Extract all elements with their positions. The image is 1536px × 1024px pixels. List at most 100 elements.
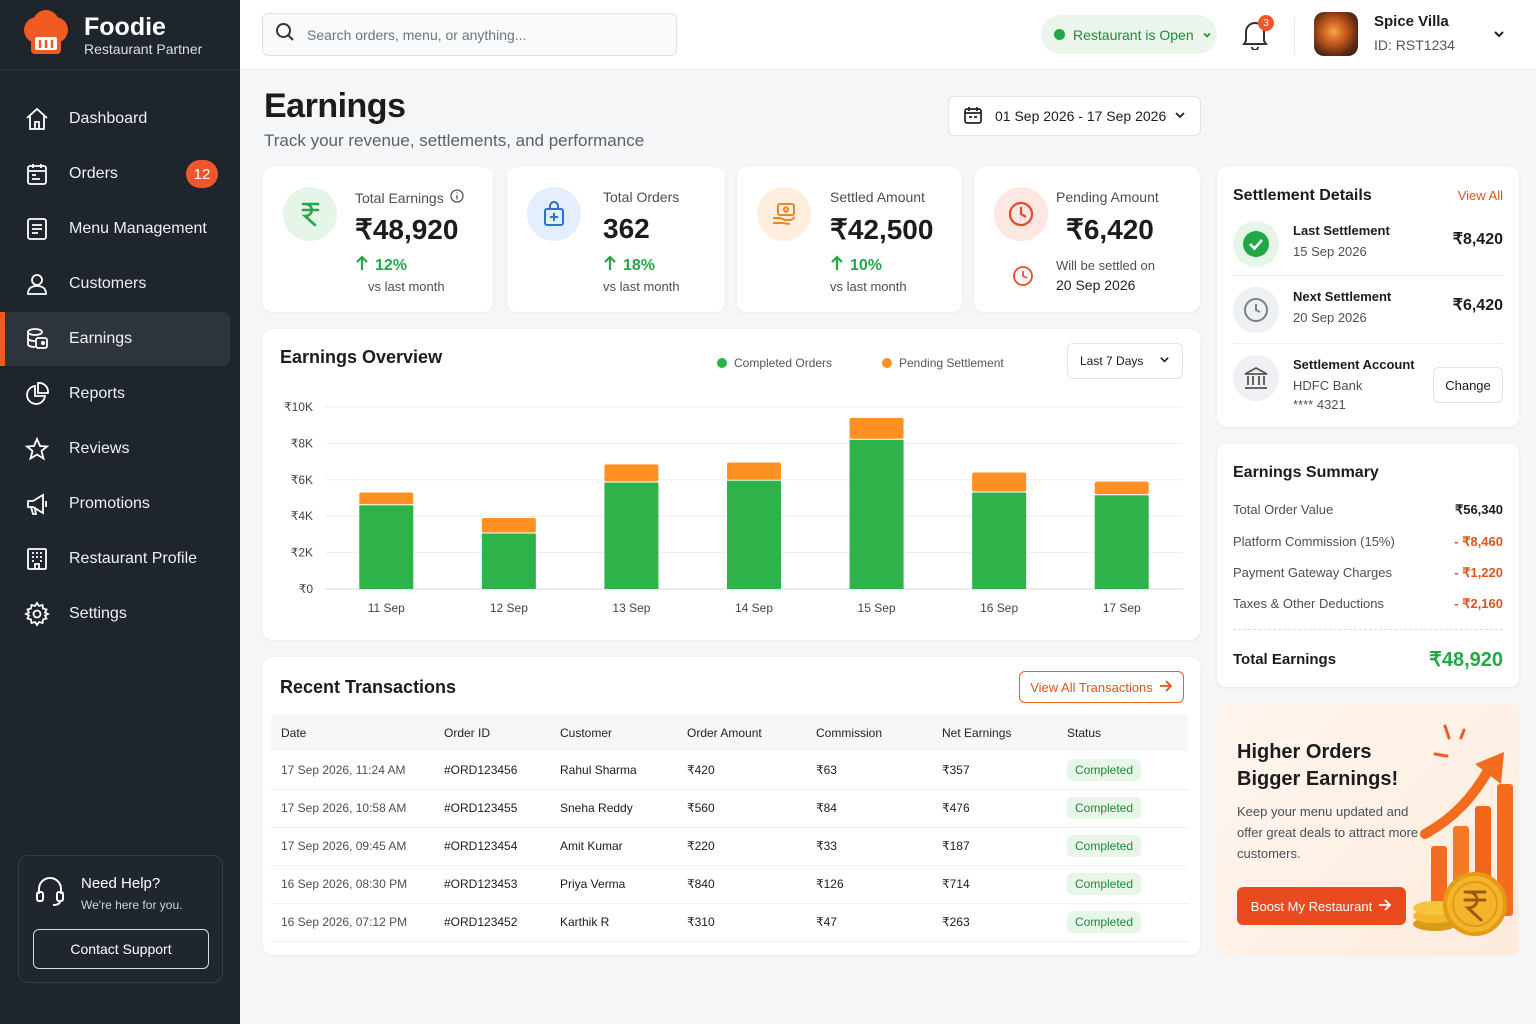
bar-pending xyxy=(359,492,414,505)
table-cell: Priya Verma xyxy=(550,865,677,904)
restaurant-avatar[interactable] xyxy=(1314,12,1358,56)
table-row[interactable]: 17 Sep 2026, 10:58 AM #ORD123455 Sneha Red… xyxy=(271,789,1188,828)
y-tick-label: ₹2K xyxy=(291,546,313,560)
rupee-icon xyxy=(283,187,337,241)
date-range-label: 01 Sep 2026 - 17 Sep 2026 xyxy=(995,108,1167,124)
table-cell: #ORD123454 xyxy=(434,827,550,866)
status-badge: Completed xyxy=(1067,758,1142,781)
legend-dot-icon xyxy=(717,358,727,368)
sidebar-item-dashboard[interactable]: Dashboard xyxy=(0,92,230,146)
column-header[interactable]: Commission xyxy=(806,715,932,751)
orders-count-badge: 12 xyxy=(186,160,218,188)
status-cell: Completed xyxy=(1057,903,1188,942)
status-cell: Completed xyxy=(1057,751,1188,790)
home-icon xyxy=(24,106,50,132)
sidebar-item-orders[interactable]: Orders 12 xyxy=(0,147,230,201)
clock-icon xyxy=(994,187,1048,241)
table-cell: Rahul Sharma xyxy=(550,751,677,790)
date-range-picker[interactable]: 01 Sep 2026 - 17 Sep 2026 xyxy=(948,96,1201,136)
calendar-icon xyxy=(963,105,983,128)
sidebar-item-reviews[interactable]: Reviews xyxy=(0,422,230,476)
legend-completed: Completed Orders xyxy=(717,356,832,370)
restaurant-status-toggle[interactable]: Restaurant is Open xyxy=(1041,15,1217,54)
stat-card-total-earnings: Total Earnings ₹48,920 12% vs last month xyxy=(263,167,493,312)
column-header[interactable]: Order ID xyxy=(434,715,550,751)
user-icon xyxy=(24,271,50,297)
promo-title: Higher Orders Bigger Earnings! xyxy=(1237,741,1399,790)
column-header[interactable]: Customer xyxy=(550,715,677,751)
bank-icon xyxy=(1233,355,1279,401)
status-badge: Completed xyxy=(1067,911,1142,933)
cash-hand-icon xyxy=(757,187,811,241)
sidebar-item-label: Earnings xyxy=(69,330,133,347)
legend-pending: Pending Settlement xyxy=(882,356,1004,370)
status-cell: Completed xyxy=(1057,865,1188,904)
profile-chevron-down-icon[interactable] xyxy=(1492,27,1506,46)
table-row[interactable]: 17 Sep 2026, 11:24 AM #ORD123456 Rahul Sha… xyxy=(271,751,1188,790)
table-cell: ₹263 xyxy=(932,903,1057,942)
sidebar-item-promotions[interactable]: Promotions xyxy=(0,477,230,531)
bar-completed xyxy=(972,492,1027,589)
chef-hat-logo-icon xyxy=(20,9,72,60)
stat-note: vs last month xyxy=(830,279,907,294)
view-all-transactions-button[interactable]: View All Transactions xyxy=(1019,671,1184,703)
search-box[interactable] xyxy=(262,13,677,56)
earnings-overview-card: Earnings Overview Completed Orders Pendi… xyxy=(263,329,1200,640)
x-tick-label: 16 Sep xyxy=(980,601,1018,615)
next-settlement-row[interactable]: Next Settlement 20 Sep 2026 ₹6,420 xyxy=(1233,287,1503,347)
sidebar-item-settings[interactable]: Settings xyxy=(0,587,230,641)
settlement-view-all-link[interactable]: View All xyxy=(1457,188,1503,203)
arrow-up-icon xyxy=(830,255,844,276)
last-settlement-row[interactable]: Last Settlement 15 Sep 2026 ₹8,420 xyxy=(1233,221,1503,281)
stat-label: Total Earnings xyxy=(355,189,464,206)
divider xyxy=(1233,343,1503,344)
search-input[interactable] xyxy=(307,26,647,43)
next-settlement-label: Next Settlement xyxy=(1293,289,1392,304)
notifications-button[interactable]: 3 xyxy=(1240,15,1274,52)
change-account-button[interactable]: Change xyxy=(1433,367,1503,403)
growth-chart-illustration xyxy=(1413,724,1513,936)
boost-restaurant-button[interactable]: Boost My Restaurant xyxy=(1237,887,1406,925)
stat-label: Settled Amount xyxy=(830,189,925,205)
sidebar-item-customers[interactable]: Customers xyxy=(0,257,230,311)
table-row[interactable]: 16 Sep 2026, 08:30 PM #ORD123453 Priya Ver… xyxy=(271,865,1188,904)
promo-banner: Higher Orders Bigger Earnings! Keep your… xyxy=(1217,704,1519,956)
settlement-title: Settlement Details xyxy=(1233,187,1372,204)
sidebar-item-reports[interactable]: Reports xyxy=(0,367,230,421)
sidebar-item-menu-management[interactable]: Menu Management xyxy=(0,202,230,256)
brand-subtitle: Restaurant Partner xyxy=(84,40,203,57)
arrow-up-icon xyxy=(603,255,617,276)
column-header[interactable]: Date xyxy=(271,715,434,751)
last-settlement-label: Last Settlement xyxy=(1293,223,1390,238)
brand[interactable]: Foodie Restaurant Partner xyxy=(0,0,240,70)
table-row[interactable]: 17 Sep 2026, 09:45 AM #ORD123454 Amit Kuma… xyxy=(271,827,1188,866)
table-row[interactable]: 16 Sep 2026, 07:12 PM #ORD123452 Karthik R… xyxy=(271,903,1188,942)
column-header[interactable]: Net Earnings xyxy=(932,715,1057,751)
x-tick-label: 12 Sep xyxy=(490,601,528,615)
x-tick-label: 13 Sep xyxy=(612,601,650,615)
stat-value: 362 xyxy=(603,213,650,244)
stat-note: vs last month xyxy=(603,279,680,294)
recent-transactions-card: Recent Transactions View All Transaction… xyxy=(263,657,1200,955)
status-cell: Completed xyxy=(1057,789,1188,828)
table-cell: ₹187 xyxy=(932,827,1057,866)
sidebar-nav: Dashboard Orders 12 Menu Management Cust… xyxy=(0,92,240,641)
divider xyxy=(1233,275,1503,276)
table-cell: ₹220 xyxy=(677,827,806,866)
menu-list-icon xyxy=(24,216,50,242)
search-icon xyxy=(275,22,295,47)
contact-support-button[interactable]: Contact Support xyxy=(33,929,209,969)
gear-icon xyxy=(24,601,50,627)
star-icon xyxy=(24,436,50,462)
table-header-row: Date Order ID Customer Order Amount Comm… xyxy=(271,715,1188,751)
sidebar-item-label: Reports xyxy=(69,385,126,402)
sidebar-item-earnings[interactable]: Earnings xyxy=(0,312,230,366)
range-select[interactable]: Last 7 Days xyxy=(1067,343,1183,379)
chevron-down-icon xyxy=(1174,108,1186,124)
table-cell: ₹84 xyxy=(806,789,932,828)
info-icon[interactable] xyxy=(450,189,464,206)
sidebar-item-restaurant-profile[interactable]: Restaurant Profile xyxy=(0,532,230,586)
column-header[interactable]: Status xyxy=(1057,715,1188,751)
column-header[interactable]: Order Amount xyxy=(677,715,806,751)
bar-completed xyxy=(359,505,414,589)
